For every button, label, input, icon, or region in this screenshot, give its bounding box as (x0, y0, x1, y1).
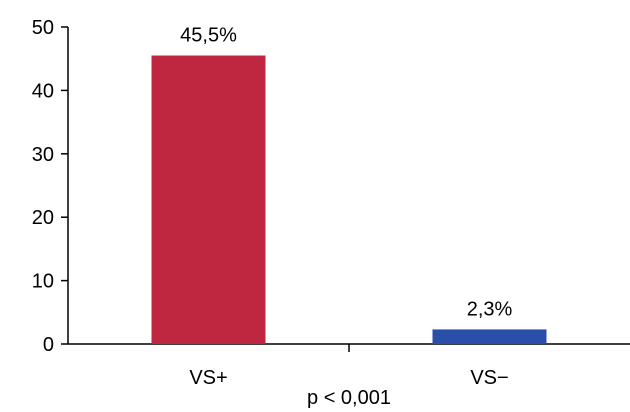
bar-2 (432, 329, 547, 344)
y-tick-label: 50 (32, 17, 54, 39)
y-tick-label: 20 (32, 207, 54, 229)
category-labels: VS+ VS− (189, 367, 508, 389)
y-tick-label: 40 (32, 80, 54, 102)
p-value-annotation: p < 0,001 (307, 387, 391, 409)
y-tick-label: 10 (32, 271, 54, 293)
category-label-1: VS+ (189, 367, 227, 389)
y-tick-label: 0 (43, 334, 54, 356)
x-axis (68, 343, 630, 352)
y-axis: 0 10 20 30 40 50 (32, 17, 69, 356)
data-labels: 45,5% 2,3% (180, 25, 512, 321)
bar-1 (151, 55, 266, 344)
data-label-1: 45,5% (180, 25, 237, 47)
y-tick-label: 30 (32, 144, 54, 166)
category-label-2: VS− (470, 367, 508, 389)
bars (151, 55, 547, 344)
data-label-2: 2,3% (467, 298, 513, 320)
